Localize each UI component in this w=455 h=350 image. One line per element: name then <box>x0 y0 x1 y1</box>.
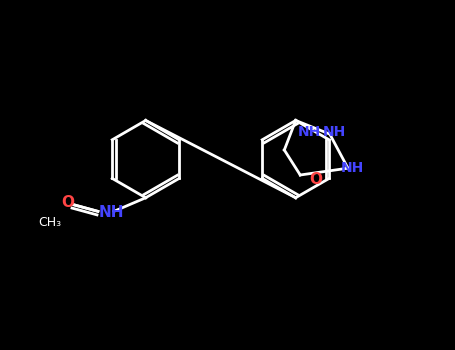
Text: O: O <box>310 172 323 187</box>
Text: NH: NH <box>323 125 346 139</box>
Text: NH: NH <box>99 205 124 220</box>
Text: NH: NH <box>298 125 321 139</box>
Text: CH₃: CH₃ <box>39 216 62 229</box>
Text: NH: NH <box>341 161 364 175</box>
Text: O: O <box>61 195 74 210</box>
